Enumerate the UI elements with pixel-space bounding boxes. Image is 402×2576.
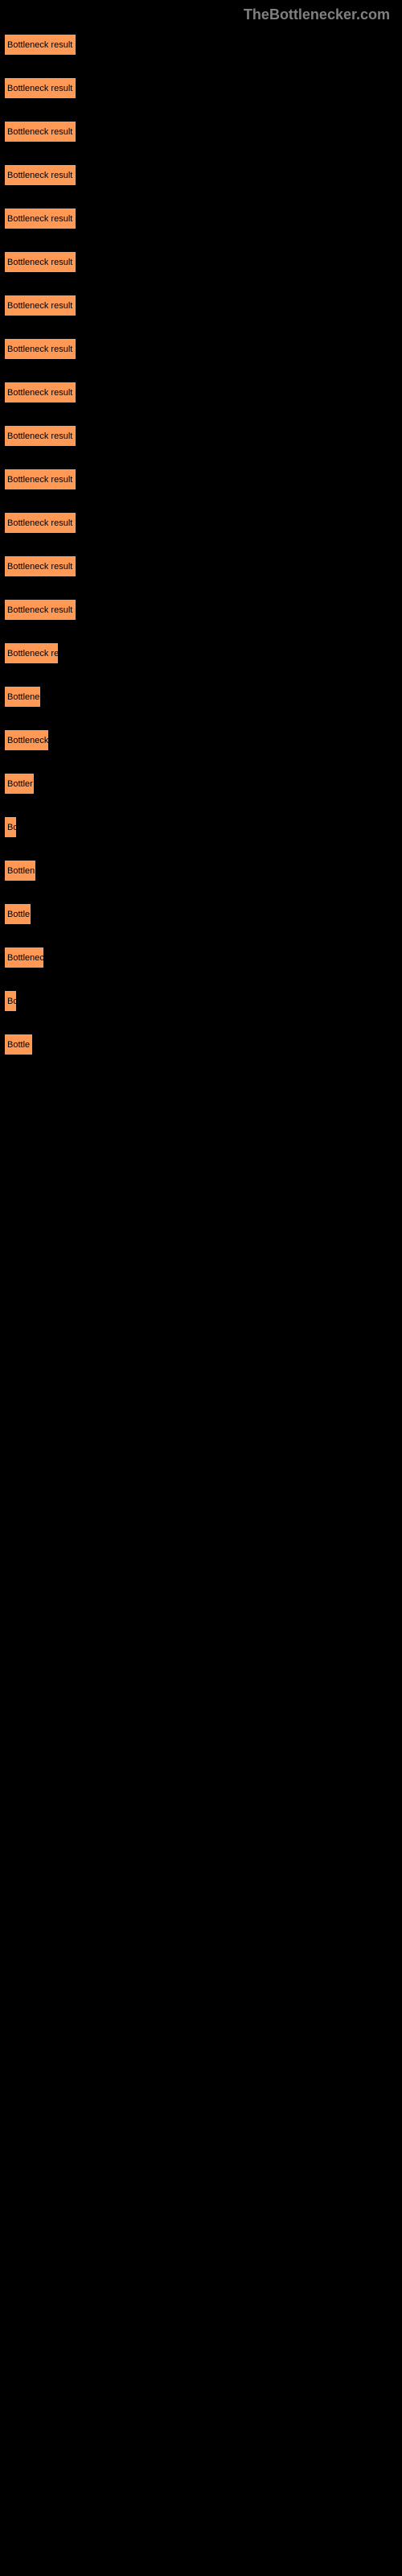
bar: Bo [4, 990, 17, 1012]
bar-chart: Bottleneck result Bottleneck result Bottle… [0, 30, 402, 1081]
bar-row: Bottleneck result [4, 121, 398, 142]
bar: Bottleneck result [4, 469, 76, 490]
bar: Bottleneck result [4, 164, 76, 186]
bar-row: Bottleneck result [4, 208, 398, 229]
bar: Bottleneck result [4, 34, 76, 56]
bar: Bottlen [4, 860, 36, 881]
bar: Bottleneck result [4, 121, 76, 142]
bar-row: Bottleneck result [4, 599, 398, 621]
bar: Bottle [4, 1034, 33, 1055]
bar-row: Bottlen [4, 860, 398, 881]
bar-row: Bottleneck result [4, 77, 398, 99]
bar: Bottlene [4, 686, 41, 708]
bar-row: Bottleneck result [4, 555, 398, 577]
bar-row: Bo [4, 816, 398, 838]
bar: Bottlenec [4, 947, 44, 968]
bar: Bottleneck result [4, 555, 76, 577]
bar-row: Bottleneck result [4, 34, 398, 56]
header-title: TheBottlenecker.com [244, 6, 390, 23]
bar-row: Bottleneck re [4, 642, 398, 664]
bar: Bottler [4, 773, 35, 795]
bar-row: Bottle [4, 1034, 398, 1055]
bar: Bottleneck result [4, 295, 76, 316]
bar-row: Bottleneck result [4, 425, 398, 447]
bar-row: Bottleneck [4, 729, 398, 751]
bar: Bottleneck result [4, 338, 76, 360]
bar: Bottleneck re [4, 642, 59, 664]
bar: Bottleneck result [4, 382, 76, 403]
bar-row: Bottleneck result [4, 164, 398, 186]
bar-row: Bottleneck result [4, 295, 398, 316]
page-header: TheBottlenecker.com [0, 0, 402, 30]
bar-row: Bottleneck result [4, 382, 398, 403]
bar: Bottleneck result [4, 599, 76, 621]
bar-row: Bottlenec [4, 947, 398, 968]
bar: Bo [4, 816, 17, 838]
bar: Bottleneck result [4, 425, 76, 447]
bar: Bottle [4, 903, 31, 925]
bar-row: Bottleneck result [4, 512, 398, 534]
bar: Bottleneck result [4, 77, 76, 99]
bar-row: Bottleneck result [4, 469, 398, 490]
bar-row: Bo [4, 990, 398, 1012]
bar: Bottleneck result [4, 251, 76, 273]
bar-row: Bottleneck result [4, 338, 398, 360]
bar-row: Bottlene [4, 686, 398, 708]
bar-row: Bottler [4, 773, 398, 795]
bar: Bottleneck result [4, 208, 76, 229]
bar-row: Bottleneck result [4, 251, 398, 273]
bar: Bottleneck [4, 729, 49, 751]
bar: Bottleneck result [4, 512, 76, 534]
bar-row: Bottle [4, 903, 398, 925]
